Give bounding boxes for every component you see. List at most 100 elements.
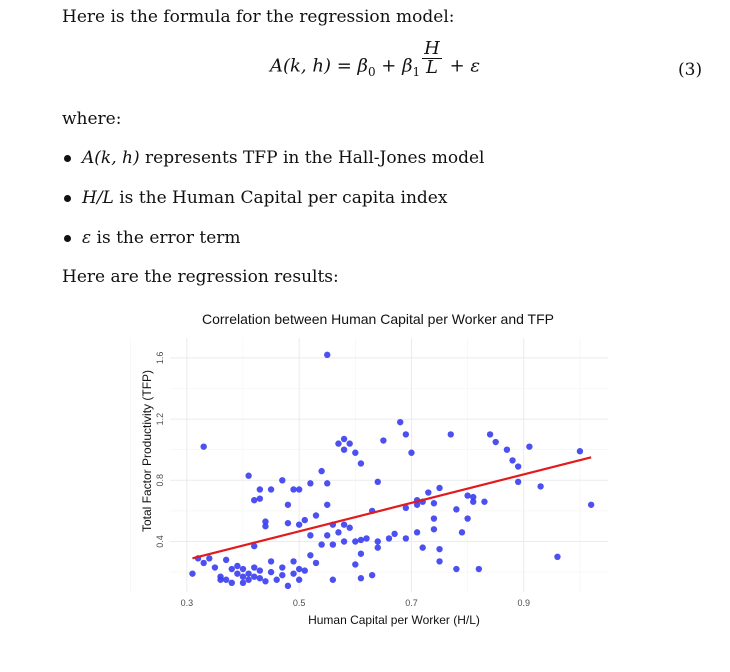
data-point <box>301 567 308 574</box>
data-point <box>346 440 353 447</box>
bullet-1-text: represents TFP in the Hall-Jones model <box>139 148 485 168</box>
data-point <box>503 446 511 453</box>
data-point <box>217 576 224 583</box>
data-point <box>329 576 337 583</box>
bullet-2-symbol: H/L <box>82 188 114 208</box>
data-point <box>228 565 235 573</box>
data-point <box>335 440 342 447</box>
x-tick-label: 0.9 <box>518 598 531 608</box>
data-point <box>295 565 303 573</box>
data-point <box>222 576 230 583</box>
data-point <box>251 542 258 550</box>
data-point <box>324 351 331 359</box>
data-point <box>380 437 387 444</box>
bullet-item-1: A(k, h) represents TFP in the Hall-Jones… <box>82 147 484 169</box>
fraction-numerator: H <box>422 38 442 59</box>
data-point <box>402 431 410 438</box>
data-point <box>290 570 297 577</box>
data-point <box>307 552 314 559</box>
data-point <box>436 484 443 492</box>
data-point <box>514 478 522 486</box>
data-point <box>267 558 275 565</box>
data-point <box>228 579 235 587</box>
data-point <box>363 535 370 542</box>
equation-number: (3) <box>678 60 703 80</box>
x-axis-label: Human Capital per Worker (H/L) <box>308 613 480 627</box>
regression-line <box>192 456 592 560</box>
bullet-2-text: is the Human Capital per capita index <box>113 188 448 208</box>
data-point <box>222 556 230 564</box>
data-point <box>470 493 477 501</box>
data-point <box>234 562 241 570</box>
data-point <box>284 501 292 508</box>
data-point <box>279 564 286 571</box>
data-point <box>425 489 432 496</box>
chart-grid <box>130 338 608 592</box>
data-point <box>374 538 381 545</box>
data-point <box>385 535 393 542</box>
data-point <box>391 530 398 538</box>
data-point <box>537 483 544 490</box>
data-point <box>357 460 365 467</box>
data-point <box>251 496 258 504</box>
x-tick-label: 0.3 <box>181 598 194 608</box>
data-point <box>239 579 247 587</box>
y-axis-label: Total Factor Productivity (TFP) <box>140 370 154 532</box>
bullet-item-3: ε is the error term <box>82 227 241 249</box>
data-point <box>402 504 410 512</box>
data-point <box>352 561 359 568</box>
data-point <box>430 526 438 533</box>
data-point <box>352 449 359 456</box>
data-point <box>256 495 264 502</box>
data-point <box>200 443 207 450</box>
data-point <box>251 573 258 580</box>
data-point <box>408 449 415 456</box>
data-point <box>239 573 247 580</box>
data-point <box>368 571 376 579</box>
data-point <box>374 478 381 486</box>
data-point <box>464 515 471 522</box>
data-point <box>357 575 365 582</box>
bullet-item-2: H/L is the Human Capital per capita inde… <box>82 187 447 209</box>
data-point <box>419 544 426 551</box>
data-point <box>284 582 292 590</box>
data-point <box>340 538 348 545</box>
data-point <box>430 500 438 507</box>
data-point <box>234 570 241 577</box>
bullet-1-symbol: A(k, h) <box>82 148 140 168</box>
data-point <box>312 559 320 567</box>
data-point <box>200 559 207 567</box>
data-point <box>329 541 337 548</box>
bullet-3-text: is the error term <box>91 228 241 248</box>
data-point <box>256 575 264 582</box>
data-point <box>239 565 247 573</box>
data-point <box>492 438 499 446</box>
x-tick-label: 0.5 <box>293 598 306 608</box>
data-point <box>284 519 292 527</box>
bullet-3-symbol: ε <box>82 228 92 248</box>
data-point <box>340 446 348 453</box>
y-tick-label: 0.8 <box>155 474 165 487</box>
data-point <box>447 431 454 438</box>
data-point <box>481 498 488 505</box>
data-point <box>470 498 477 505</box>
data-point <box>307 532 314 539</box>
fit-line-group <box>192 456 592 560</box>
data-point <box>211 564 219 571</box>
data-point <box>312 512 320 519</box>
data-point <box>453 565 460 573</box>
bullet-2 <box>64 195 71 202</box>
data-point <box>475 565 483 573</box>
beta1: β <box>402 55 413 77</box>
data-point <box>318 467 325 475</box>
data-point <box>267 486 275 493</box>
data-point <box>245 472 252 479</box>
data-point <box>430 515 438 522</box>
data-point <box>256 486 264 493</box>
data-point <box>357 536 365 544</box>
data-point <box>554 553 561 561</box>
data-point <box>514 463 522 470</box>
data-point <box>324 480 331 487</box>
data-point <box>279 571 286 579</box>
